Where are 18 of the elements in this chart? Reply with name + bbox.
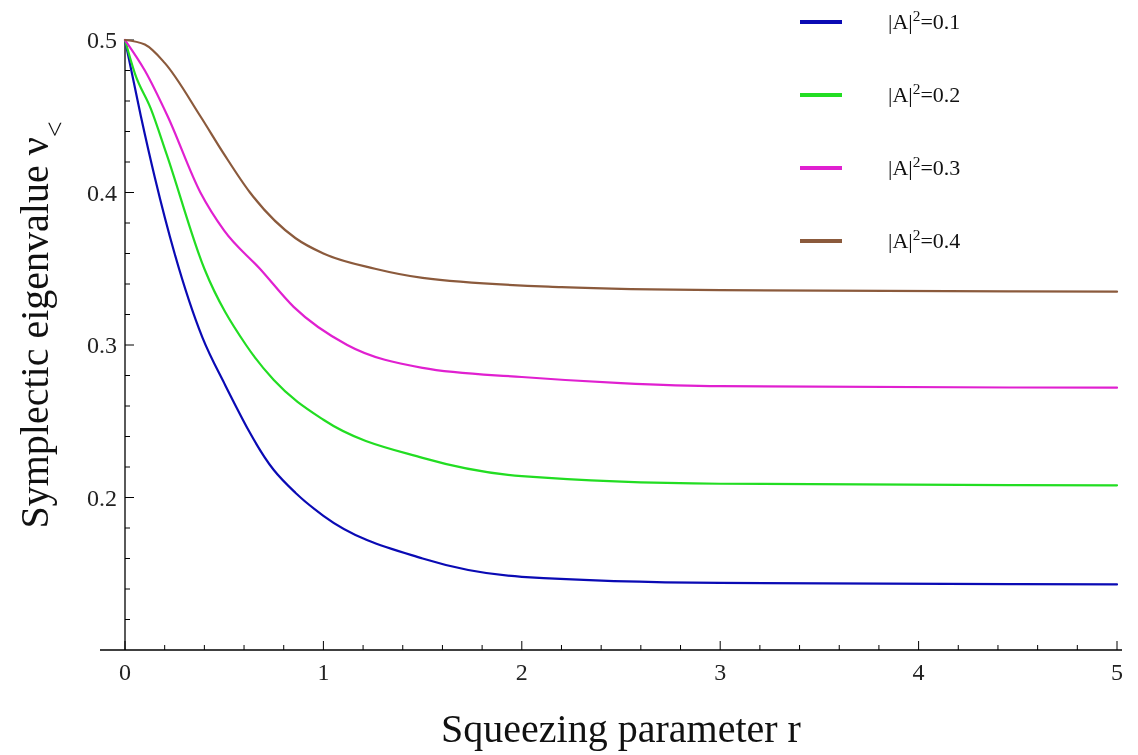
x-tick-label: 1 xyxy=(317,659,330,685)
x-tick-label: 2 xyxy=(515,659,528,685)
legend-label: |A|$^{2}$=0.1 xyxy=(888,6,961,34)
x-tick-label: 5 xyxy=(1111,659,1123,685)
y-tick-label: 0.2 xyxy=(87,484,117,511)
line-series xyxy=(123,38,1119,389)
line-series xyxy=(123,38,1119,487)
x-axis-title: Squeezing parameter r xyxy=(441,706,801,751)
legend-label: |A|$^{2}$=0.4 xyxy=(888,225,961,253)
line-series xyxy=(123,38,1119,293)
y-tick-label: 0.3 xyxy=(87,332,117,358)
legend-label: |A|$^{2}$=0.3 xyxy=(888,152,961,180)
x-tick-label: 3 xyxy=(714,659,727,685)
legend-label: |A|$^{2}$=0.2 xyxy=(888,79,961,107)
x-tick-label: 0 xyxy=(119,659,131,685)
x-tick-label: 4 xyxy=(912,659,925,685)
y-tick-label: 0.4 xyxy=(87,179,117,206)
y-tick-label: 0.5 xyxy=(87,27,117,53)
